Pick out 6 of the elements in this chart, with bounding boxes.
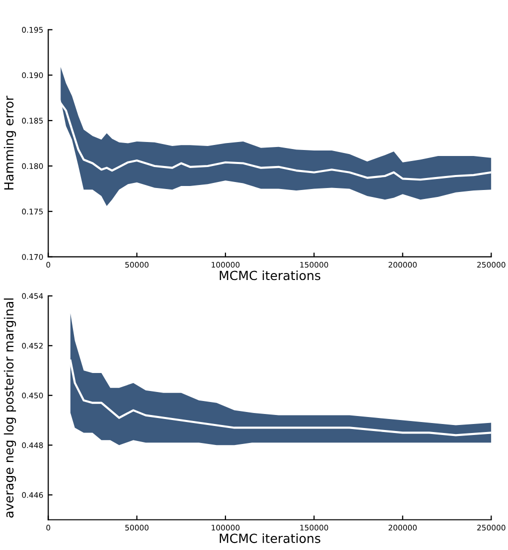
line-series: [69, 360, 492, 436]
x-axis-title: MCMC iterations: [220, 533, 320, 544]
y-axis-title: Hamming error: [4, 96, 16, 190]
x-axis-title: MCMC iterations: [220, 270, 320, 280]
y-axis-title: average neg log posterior marginal: [4, 298, 16, 518]
line-series: [60, 102, 492, 181]
